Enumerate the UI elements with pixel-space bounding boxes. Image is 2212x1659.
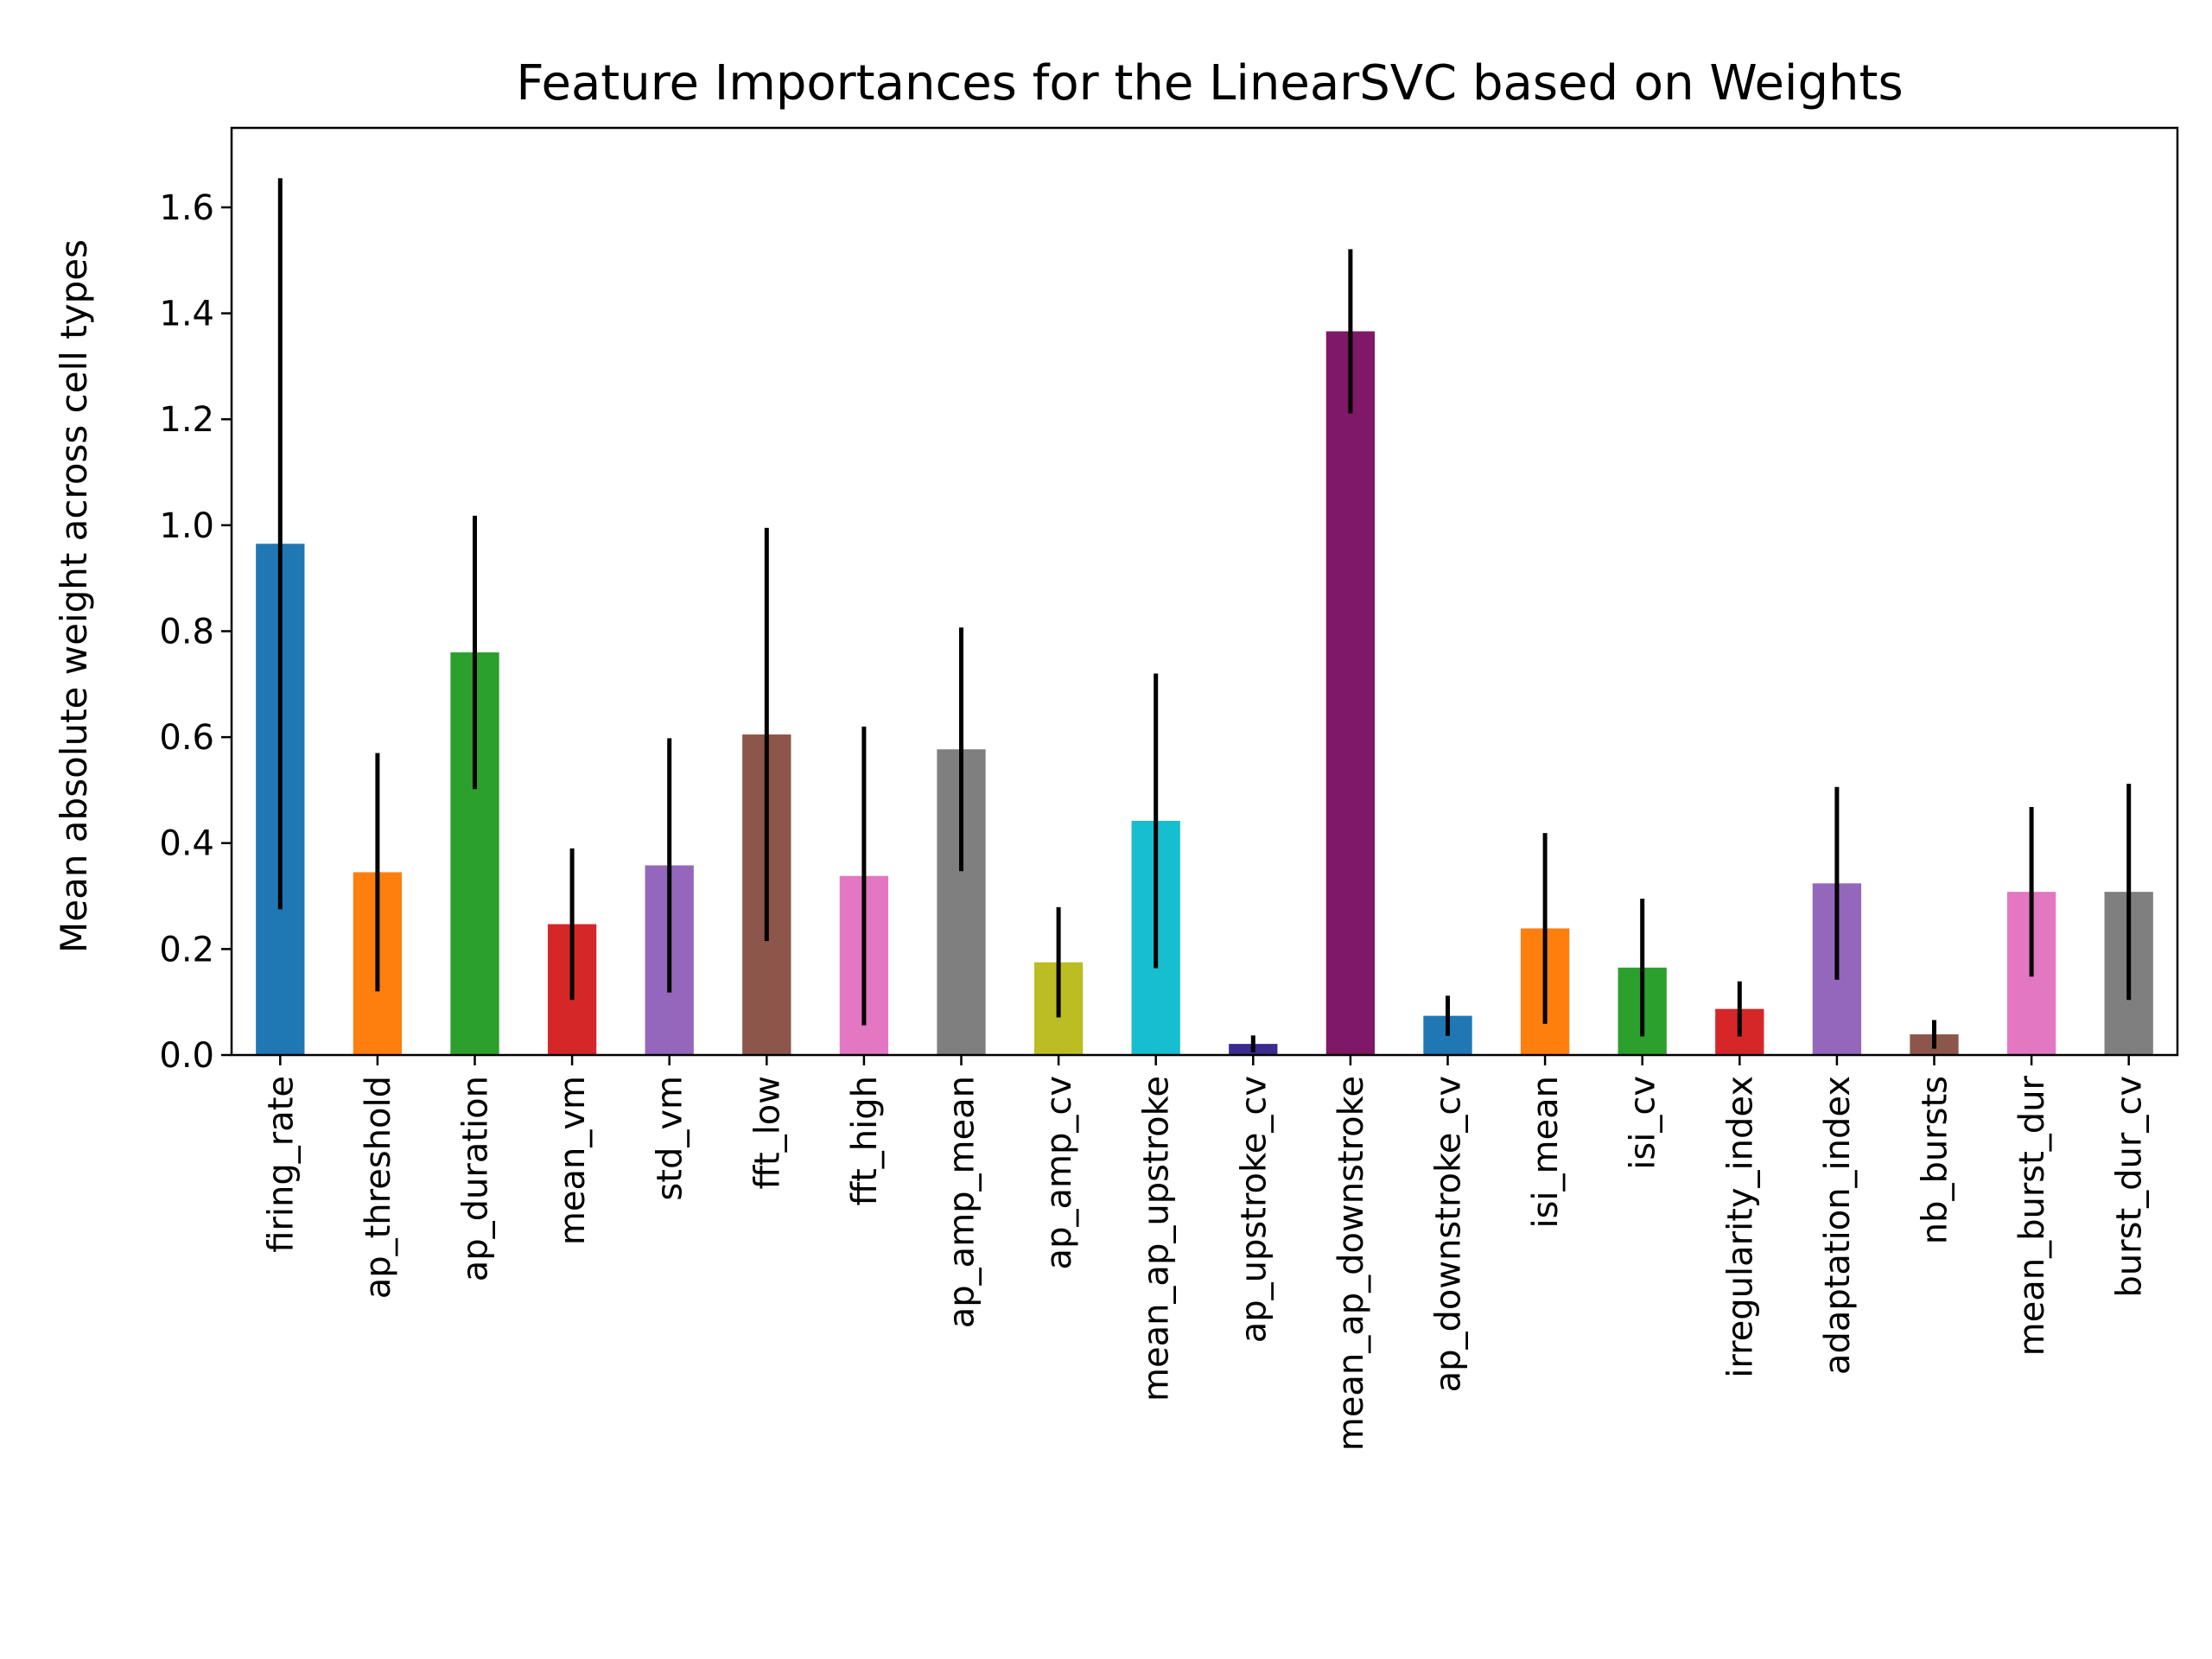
y-tick-label: 1.4 xyxy=(159,295,214,334)
x-tick-label-isi_mean: isi_mean xyxy=(1526,1076,1566,1229)
y-tick-label: 1.2 xyxy=(159,400,214,440)
x-tick-label-adaptation_index: adaptation_index xyxy=(1818,1076,1858,1375)
y-axis-label: Mean absolute weight across cell types xyxy=(53,239,95,953)
x-tick-label-burst_dur_cv: burst_dur_cv xyxy=(2110,1076,2150,1298)
y-tick-label: 0.2 xyxy=(159,930,214,969)
axes-frame xyxy=(230,126,2179,1057)
x-tick-label-isi_cv: isi_cv xyxy=(1624,1076,1663,1170)
y-tick-label: 0.8 xyxy=(159,612,214,652)
x-tick-label-ap_threshold: ap_threshold xyxy=(359,1076,398,1299)
x-tick-label-ap_amp_cv: ap_amp_cv xyxy=(1039,1076,1079,1269)
x-tick-label-mean_vm: mean_vm xyxy=(553,1076,593,1245)
x-tick-label-fft_high: fft_high xyxy=(845,1076,885,1205)
x-tick-label-ap_amp_mean: ap_amp_mean xyxy=(943,1076,982,1328)
y-tick-label: 1.6 xyxy=(159,188,214,228)
x-tick-label-ap_duration: ap_duration xyxy=(456,1076,496,1281)
y-tick-label: 0.4 xyxy=(159,824,214,864)
x-tick-label-firing_rate: firing_rate xyxy=(261,1076,301,1253)
y-tick-label: 0.6 xyxy=(159,718,214,758)
x-tick-label-irregularity_index: irregularity_index xyxy=(1720,1076,1760,1378)
y-tick-label: 1.0 xyxy=(159,506,214,546)
x-tick-label-fft_low: fft_low xyxy=(747,1076,787,1190)
chart-title: Feature Importances for the LinearSVC ba… xyxy=(516,55,1903,111)
x-tick-label-ap_upstroke_cv: ap_upstroke_cv xyxy=(1234,1076,1274,1343)
x-tick-label-std_vm: std_vm xyxy=(651,1076,690,1201)
bar-mean_ap_downstroke xyxy=(1325,331,1376,1055)
x-tick-label-nb_bursts: nb_bursts xyxy=(1916,1076,1955,1244)
x-tick-label-mean_burst_dur: mean_burst_dur xyxy=(2012,1075,2052,1356)
y-tick-label: 0.0 xyxy=(159,1036,214,1076)
x-tick-label-ap_downstroke_cv: ap_downstroke_cv xyxy=(1429,1076,1469,1392)
x-tick-label-mean_ap_downstroke: mean_ap_downstroke xyxy=(1332,1076,1371,1451)
x-tick-label-mean_ap_upstroke: mean_ap_upstroke xyxy=(1137,1076,1177,1402)
plot-area: 0.0 0.2 0.4 0.6 0.8 1.0 1.2 1.4 1.6 firing_rate ap… xyxy=(159,126,2179,1451)
